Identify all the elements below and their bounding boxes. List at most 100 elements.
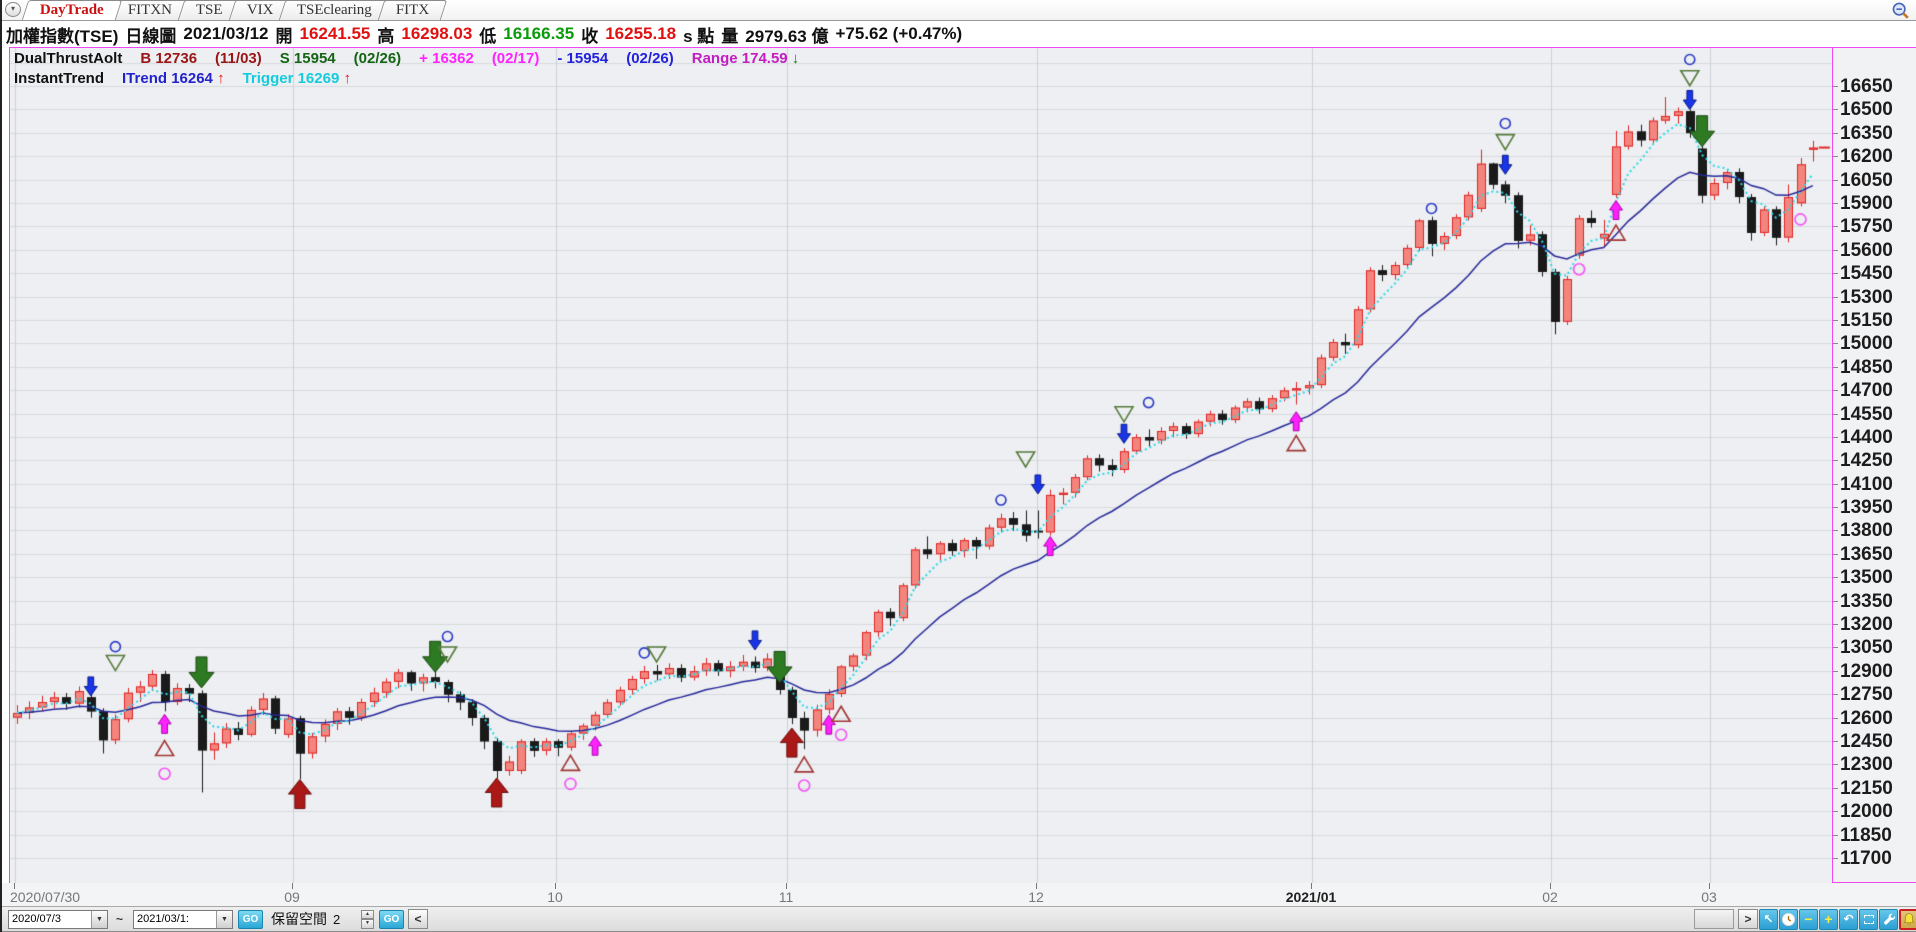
price-axis-tick: [1833, 249, 1838, 251]
price-axis-label: 15900: [1840, 192, 1893, 214]
indicator-value: (02/26): [353, 50, 402, 67]
price-axis-tick: [1833, 787, 1838, 789]
price-axis-tick: [1833, 694, 1838, 696]
price-axis-label: 15750: [1840, 216, 1893, 238]
bottom-toolbar: 2020/07/3 ▼ ~ 2021/03/1: ▼ GO 保留空間 2 ▲ ▼…: [2, 906, 1916, 932]
indicator-value: B 12736: [140, 50, 198, 67]
price-axis-label: 16650: [1840, 76, 1893, 97]
low-label: 低: [479, 26, 497, 46]
price-axis-label: 12000: [1840, 801, 1893, 823]
price-axis-label: 16200: [1840, 146, 1893, 168]
indicator-name: InstantTrend: [14, 70, 105, 87]
stepper-down-icon[interactable]: ▼: [361, 919, 375, 929]
volume-value: 2979.63 億: [745, 26, 829, 46]
indicator-legend-instanttrend: InstantTrend ITrend 16264 ↑ Trigger 16269 …: [14, 70, 351, 87]
scrollbar-thumb[interactable]: [1694, 909, 1734, 929]
price-axis-tick: [1833, 319, 1838, 321]
tab-scroll-button[interactable]: ▾: [5, 2, 21, 17]
indicator-legend-dualthrust: DualThrustAolt B 12736 (11/03) S 15954 (02/2…: [14, 50, 799, 67]
price-axis-tick: [1833, 670, 1838, 672]
date-from-combobox[interactable]: 2020/07/3 ▼: [8, 909, 108, 929]
price-axis-tick: [1833, 717, 1838, 719]
price-axis-tick: [1833, 460, 1838, 462]
indicator-value: Trigger 16269 ↑: [242, 70, 351, 87]
change-value: +75.62 (+0.47%): [835, 24, 963, 43]
tab-daytrade[interactable]: DayTrade: [21, 0, 123, 20]
price-axis-label: 13200: [1840, 614, 1893, 636]
price-axis-label: 12150: [1840, 777, 1893, 799]
price-axis-label: 15450: [1840, 263, 1893, 285]
price-axis-tick: [1833, 577, 1838, 579]
price-axis-tick: [1833, 857, 1838, 859]
price-axis-tick: [1833, 390, 1838, 392]
alert-bell-icon[interactable]: [1899, 908, 1916, 930]
indicator-name: DualThrustAolt: [14, 50, 123, 67]
price-axis-tick: [1833, 436, 1838, 438]
chart-panel: DualThrustAolt B 12736 (11/03) S 15954 (02/2…: [9, 47, 1833, 884]
time-axis-tick: [14, 883, 15, 889]
scroll-left-button[interactable]: <: [408, 909, 429, 929]
zoom-plus-icon[interactable]: +: [1819, 908, 1838, 930]
price-axis-label: 12900: [1840, 660, 1893, 682]
trend-arrow-icon: ↑: [339, 70, 351, 87]
price-axis-label: 12450: [1840, 731, 1893, 753]
wrench-icon[interactable]: [1879, 908, 1898, 930]
indicator-value: (02/26): [626, 50, 674, 67]
zoom-out-icon[interactable]: [1888, 1, 1914, 21]
price-axis-tick: [1833, 624, 1838, 626]
chevron-down-icon[interactable]: ▼: [91, 910, 107, 928]
price-axis-tick: [1833, 647, 1838, 649]
price-axis-label: 14850: [1840, 356, 1893, 378]
cursor-arrow-icon[interactable]: ↖: [1759, 908, 1778, 930]
price-axis-label: 14550: [1840, 403, 1893, 425]
undo-icon[interactable]: ↶: [1839, 908, 1858, 930]
clock-icon[interactable]: [1779, 908, 1798, 930]
marquee-select-icon[interactable]: [1859, 908, 1878, 930]
price-axis-tick: [1833, 600, 1838, 602]
price-axis: 16650 16500 16350 16200 16050 15900 15750 15600…: [1832, 47, 1916, 883]
chart-type: 日線圖: [125, 26, 177, 46]
price-axis-label: 12600: [1840, 707, 1893, 729]
time-axis-tick: [786, 883, 787, 889]
reserve-space-stepper[interactable]: ▲ ▼: [361, 909, 375, 929]
price-axis-tick: [1833, 132, 1838, 134]
price-axis-tick: [1833, 109, 1838, 111]
price-axis-label: 13500: [1840, 567, 1893, 589]
price-axis-tick: [1833, 202, 1838, 204]
price-axis-label: 15150: [1840, 309, 1893, 331]
price-axis-tick: [1833, 811, 1838, 813]
tab-bar: ▾ DayTrade FITXN TSE VIX TSEclearing FIT…: [2, 0, 1916, 21]
stepper-up-icon[interactable]: ▲: [361, 909, 375, 919]
price-axis-tick: [1833, 366, 1838, 368]
unit-label: s 點: [683, 26, 715, 46]
price-axis-tick: [1833, 764, 1838, 766]
price-axis-tick: [1833, 741, 1838, 743]
time-axis-label: 03: [1701, 889, 1717, 905]
close-label: 收: [581, 26, 599, 46]
indicator-value: - 15954: [557, 50, 609, 67]
scroll-right-button[interactable]: >: [1738, 909, 1758, 929]
price-axis-label: 16350: [1840, 122, 1893, 144]
go-button[interactable]: GO: [238, 909, 264, 929]
time-axis-tick: [1311, 883, 1312, 889]
time-axis-tick: [292, 883, 293, 889]
go-button-2[interactable]: GO: [379, 909, 405, 929]
price-axis-tick: [1833, 156, 1838, 158]
low-value: 16166.35: [503, 24, 575, 43]
chevron-down-icon[interactable]: ▼: [216, 910, 233, 928]
high-value: 16298.03: [401, 24, 473, 43]
time-axis-tick: [1036, 883, 1037, 889]
price-axis-label: 15300: [1840, 286, 1893, 308]
reserve-space-value: 2: [333, 911, 341, 927]
price-axis-tick: [1833, 507, 1838, 509]
open-value: 16241.55: [299, 24, 371, 43]
tab-tseclearing[interactable]: TSEclearing: [279, 0, 391, 20]
zoom-minus-icon[interactable]: −: [1799, 908, 1818, 930]
time-axis: 2020/07/30 09 10 11 12 2021/01 02 03: [2, 883, 1916, 906]
indicator-value: ITrend 16264 ↑: [122, 70, 225, 87]
volume-label: 量: [721, 26, 739, 46]
date-to-combobox[interactable]: 2021/03/1: ▼: [133, 909, 234, 929]
price-chart[interactable]: [10, 48, 1833, 884]
tab-fitx[interactable]: FITX: [378, 0, 448, 20]
reserve-space-label: 保留空間: [271, 911, 328, 927]
